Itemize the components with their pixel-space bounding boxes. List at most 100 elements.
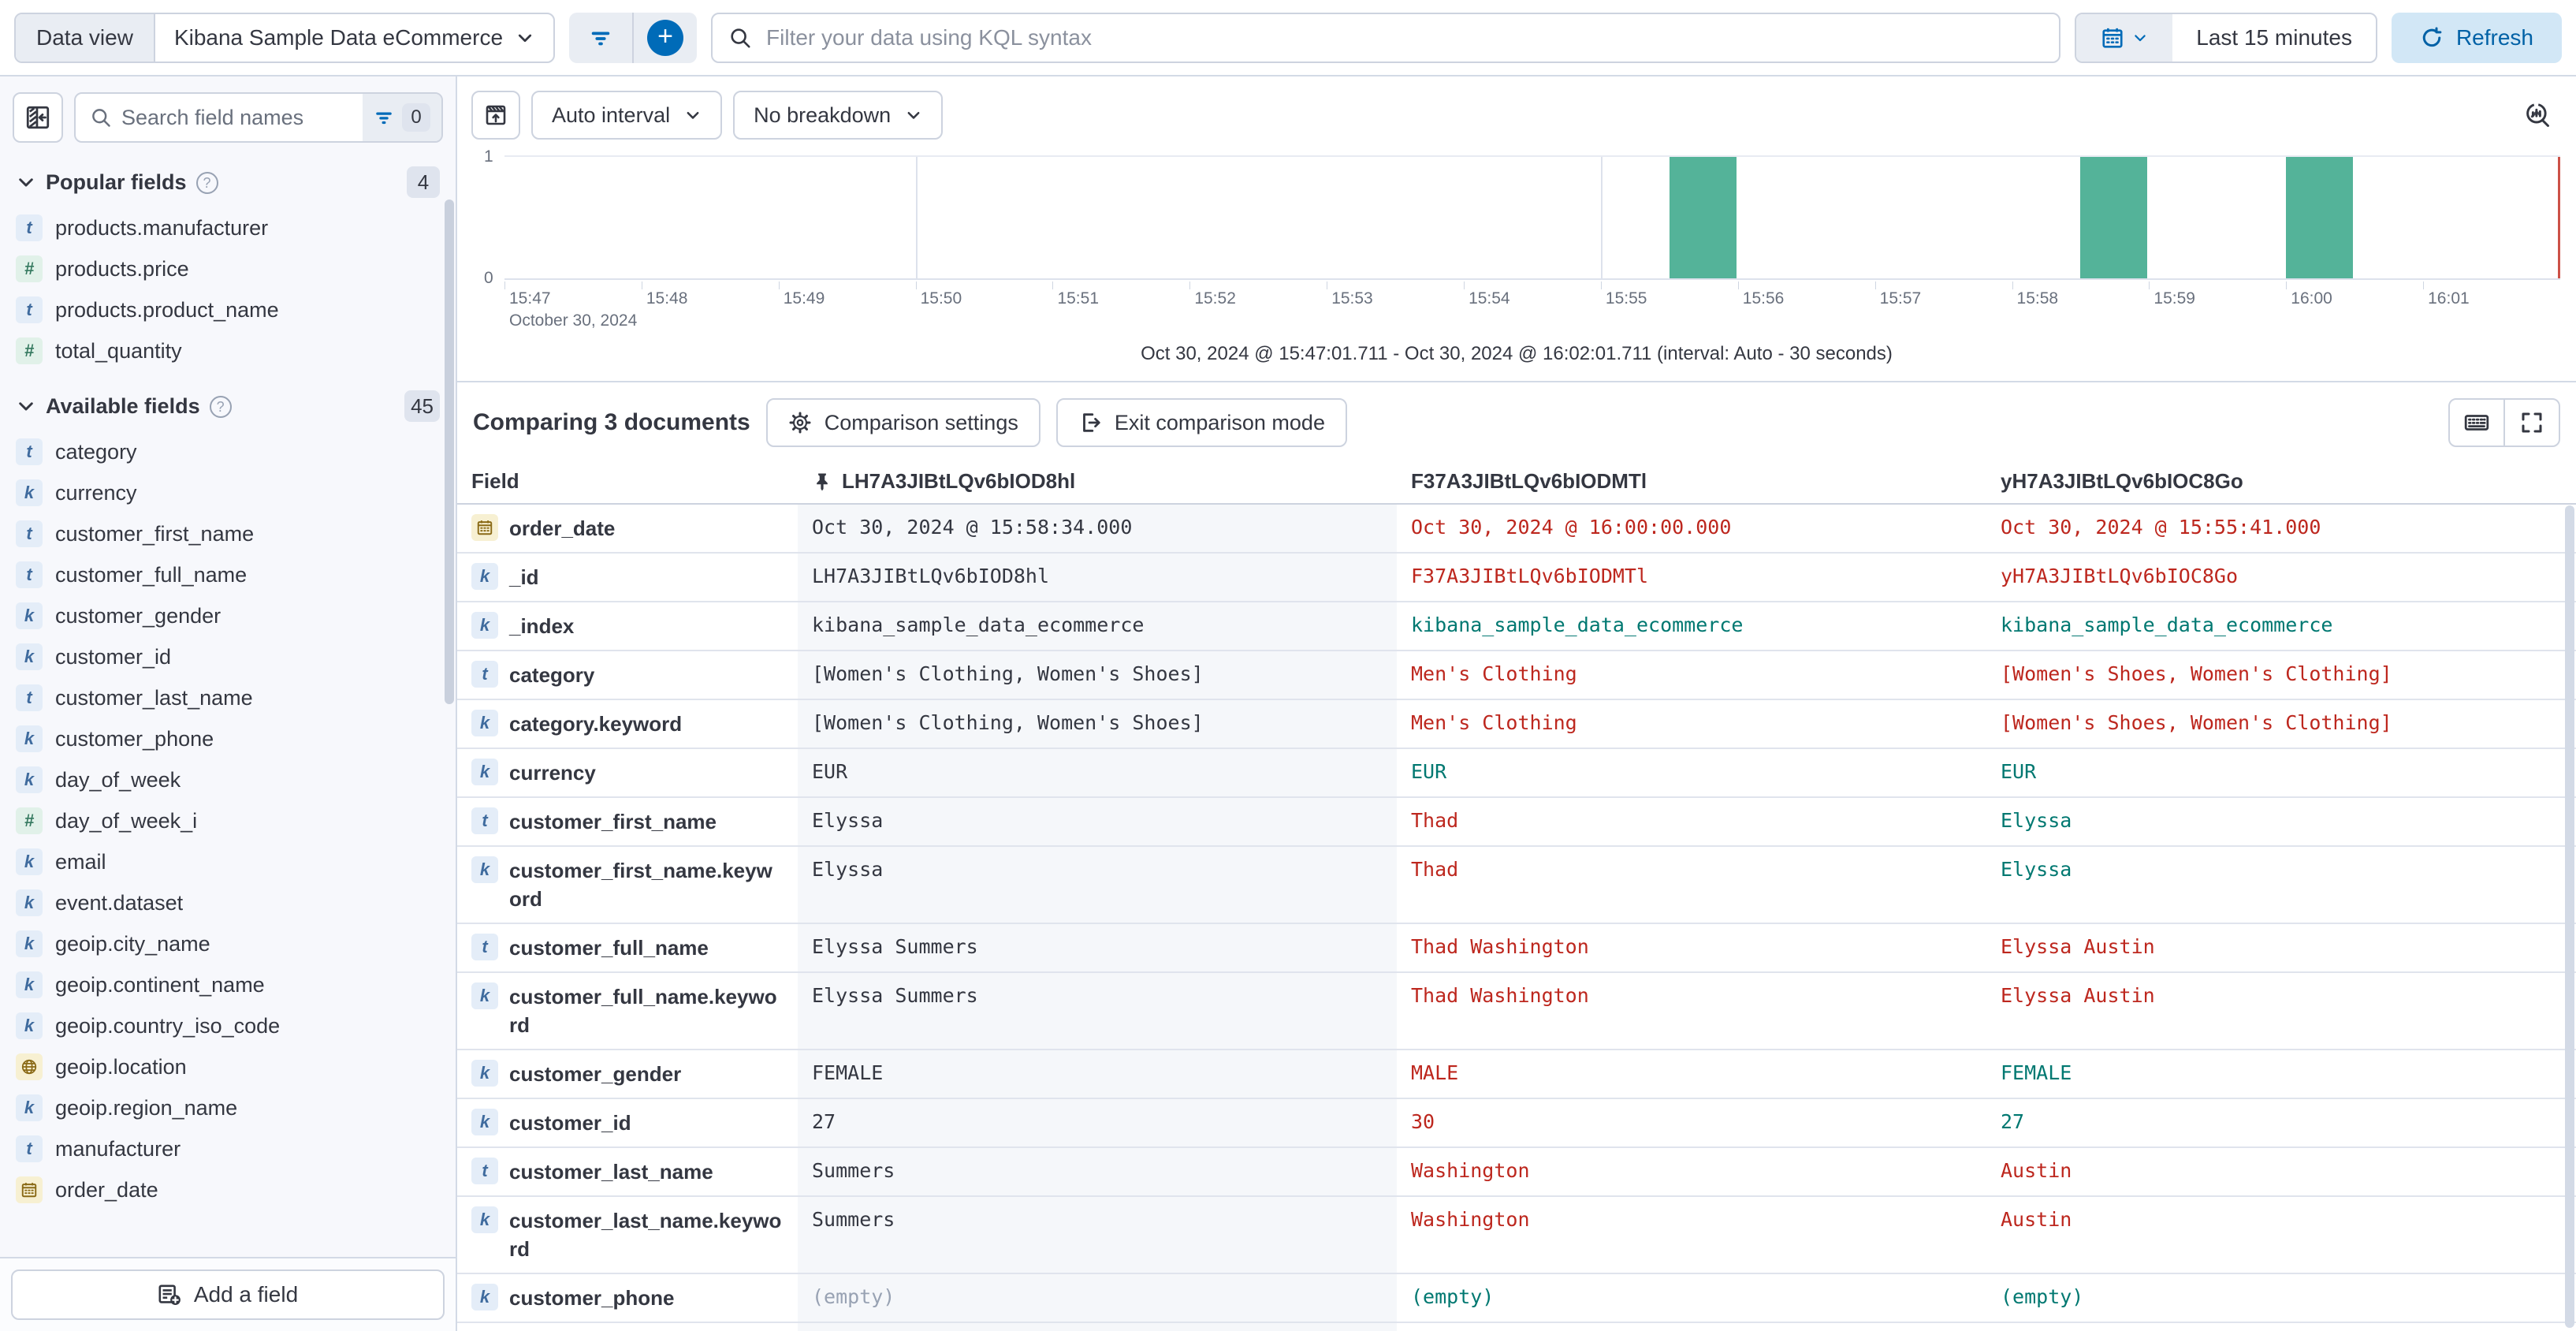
refresh-button[interactable]: Refresh	[2391, 12, 2562, 63]
field-cell[interactable]: t customer_last_name	[457, 1148, 798, 1195]
comparison-value-cell-diff[interactable]: Elyssa Austin	[2001, 984, 2155, 1007]
field-cell[interactable]: k customer_full_name.keyword	[457, 973, 798, 1049]
comparison-value-cell-diff[interactable]: F37A3JIBtLQv6bIODMTl	[1411, 565, 1649, 587]
fullscreen-button[interactable]	[2505, 400, 2559, 446]
base-value-cell[interactable]: LH7A3JIBtLQv6bIOD8hl	[798, 554, 1397, 601]
field-item-day_of_week[interactable]: k day_of_week	[0, 759, 456, 800]
comparison-value-cell-match[interactable]: Wednesday	[1986, 1323, 2576, 1331]
comparison-value-cell-match[interactable]: Elyssa	[2001, 858, 2072, 881]
field-search-input[interactable]	[120, 104, 363, 131]
base-value-cell[interactable]: Elyssa	[798, 847, 1397, 923]
comparison-settings-button[interactable]: Comparison settings	[765, 398, 1040, 447]
add-field-button[interactable]: Add a field	[11, 1269, 445, 1320]
document-column-header[interactable]: F37A3JIBtLQv6bIODMTl	[1397, 461, 1986, 503]
field-item-products.product_name[interactable]: t products.product_name	[0, 289, 456, 330]
field-search[interactable]: 0	[74, 92, 443, 143]
field-item-geoip.location[interactable]: geoip.location	[0, 1046, 456, 1087]
field-item-customer_phone[interactable]: k customer_phone	[0, 718, 456, 759]
field-cell[interactable]: t customer_first_name	[457, 798, 798, 845]
comparison-value-cell-diff[interactable]: Thad	[1411, 858, 1459, 881]
base-value-cell[interactable]: 27	[798, 1099, 1397, 1146]
field-cell[interactable]: k _id	[457, 554, 798, 601]
comparison-value-cell-match[interactable]: kibana_sample_data_ecommerce	[1411, 613, 1744, 636]
popular-fields-section-header[interactable]: Popular fields ? 4	[0, 154, 456, 206]
comparison-value-cell-match[interactable]: 27	[2001, 1110, 2025, 1133]
field-item-customer_full_name[interactable]: t customer_full_name	[0, 554, 456, 595]
field-cell[interactable]: k category.keyword	[457, 700, 798, 748]
field-cell[interactable]: t customer_full_name	[457, 924, 798, 971]
document-column-header[interactable]: yH7A3JIBtLQv6bIOC8Go	[1986, 461, 2576, 503]
field-item-day_of_week_i[interactable]: # day_of_week_i	[0, 800, 456, 841]
comparison-value-cell-diff[interactable]: Men's Clothing	[1411, 662, 1577, 685]
collapse-sidebar-button[interactable]	[13, 92, 63, 143]
field-item-geoip.country_iso_code[interactable]: k geoip.country_iso_code	[0, 1005, 456, 1046]
comparison-value-cell-diff[interactable]: Austin	[2001, 1159, 2072, 1182]
comparison-value-cell-diff[interactable]: Oct 30, 2024 @ 15:55:41.000	[2001, 516, 2321, 539]
document-column-header[interactable]: LH7A3JIBtLQv6bIOD8hl	[798, 461, 1397, 503]
comparison-value-cell-match[interactable]: Elyssa	[2001, 809, 2072, 832]
base-value-cell[interactable]: Summers	[798, 1148, 1397, 1195]
comparison-value-cell-diff[interactable]: [Women's Shoes, Women's Clothing]	[2001, 662, 2392, 685]
field-cell[interactable]: k customer_gender	[457, 1050, 798, 1098]
toggle-chart-button[interactable]	[471, 91, 520, 140]
add-filter-button[interactable]: +	[634, 13, 697, 63]
base-value-cell[interactable]: (empty)	[798, 1274, 1397, 1322]
field-cell[interactable]: k customer_last_name.keyword	[457, 1197, 798, 1273]
kql-search-input[interactable]	[765, 24, 2044, 51]
comparison-value-cell-diff[interactable]: Washington	[1411, 1159, 1530, 1182]
comparison-value-cell-diff[interactable]: Austin	[2001, 1208, 2072, 1231]
comparison-value-cell-diff[interactable]: [Women's Shoes, Women's Clothing]	[2001, 711, 2392, 734]
comparison-value-cell-match[interactable]: FEMALE	[2001, 1061, 2072, 1084]
field-cell[interactable]: k _index	[457, 602, 798, 650]
base-value-cell[interactable]: Oct 30, 2024 @ 15:58:34.000	[798, 505, 1397, 552]
field-item-email[interactable]: k email	[0, 841, 456, 882]
field-item-products.manufacturer[interactable]: t products.manufacturer	[0, 207, 456, 248]
data-view-picker[interactable]: Data view Kibana Sample Data eCommerce	[14, 12, 556, 63]
field-cell[interactable]: k currency	[457, 749, 798, 796]
saved-query-menu-button[interactable]	[569, 13, 632, 63]
field-item-order_date[interactable]: order_date	[0, 1169, 456, 1210]
comparison-value-cell-diff[interactable]: Thad Washington	[1411, 984, 1589, 1007]
field-item-customer_first_name[interactable]: t customer_first_name	[0, 513, 456, 554]
field-item-manufacturer[interactable]: t manufacturer	[0, 1128, 456, 1169]
field-item-geoip.region_name[interactable]: k geoip.region_name	[0, 1087, 456, 1128]
histogram-bar[interactable]	[2080, 157, 2148, 278]
comparison-value-cell-match[interactable]: EUR	[1411, 760, 1447, 783]
field-item-customer_id[interactable]: k customer_id	[0, 636, 456, 677]
comparison-value-cell-match[interactable]: (empty)	[2001, 1285, 2084, 1308]
kql-search-bar[interactable]	[711, 12, 2061, 63]
base-value-cell[interactable]: EUR	[798, 749, 1397, 796]
field-cell[interactable]: k customer_phone	[457, 1274, 798, 1322]
keyboard-shortcuts-button[interactable]	[2450, 400, 2503, 446]
base-value-cell[interactable]: Summers	[798, 1197, 1397, 1273]
comparison-value-cell-diff[interactable]: Men's Clothing	[1411, 711, 1577, 734]
field-item-geoip.continent_name[interactable]: k geoip.continent_name	[0, 964, 456, 1005]
field-item-products.price[interactable]: # products.price	[0, 248, 456, 289]
base-value-cell[interactable]: FEMALE	[798, 1050, 1397, 1098]
data-view-value[interactable]: Kibana Sample Data eCommerce	[173, 24, 504, 50]
field-item-geoip.city_name[interactable]: k geoip.city_name	[0, 923, 456, 964]
field-item-event.dataset[interactable]: k event.dataset	[0, 882, 456, 923]
comparison-value-cell-diff[interactable]: Elyssa Austin	[2001, 935, 2155, 958]
table-scrollbar[interactable]	[2565, 505, 2574, 1328]
comparison-value-cell-diff[interactable]: MALE	[1411, 1061, 1459, 1084]
base-value-cell[interactable]: Elyssa Summers	[798, 973, 1397, 1049]
comparison-value-cell-match[interactable]: Wednesday	[1397, 1323, 1986, 1331]
base-value-cell[interactable]: [Women's Clothing, Women's Shoes]	[798, 700, 1397, 748]
comparison-value-cell-diff[interactable]: Oct 30, 2024 @ 16:00:00.000	[1411, 516, 1732, 539]
field-cell[interactable]: t category	[457, 651, 798, 699]
field-cell[interactable]: order_date	[457, 505, 798, 552]
histogram-bar[interactable]	[2286, 157, 2354, 278]
histogram-plot-area[interactable]	[504, 155, 2560, 280]
field-cell[interactable]: k customer_first_name.keyword	[457, 847, 798, 923]
base-value-cell[interactable]: Wednesday	[798, 1323, 1397, 1331]
comparison-value-cell-diff[interactable]: Thad Washington	[1411, 935, 1589, 958]
field-item-currency[interactable]: k currency	[0, 472, 456, 513]
base-value-cell[interactable]: kibana_sample_data_ecommerce	[798, 602, 1397, 650]
base-value-cell[interactable]: [Women's Clothing, Women's Shoes]	[798, 651, 1397, 699]
exit-comparison-button[interactable]: Exit comparison mode	[1055, 398, 1347, 447]
sidebar-scrollbar[interactable]	[445, 199, 454, 704]
breakdown-dropdown[interactable]: No breakdown	[733, 91, 944, 140]
field-item-customer_gender[interactable]: k customer_gender	[0, 595, 456, 636]
